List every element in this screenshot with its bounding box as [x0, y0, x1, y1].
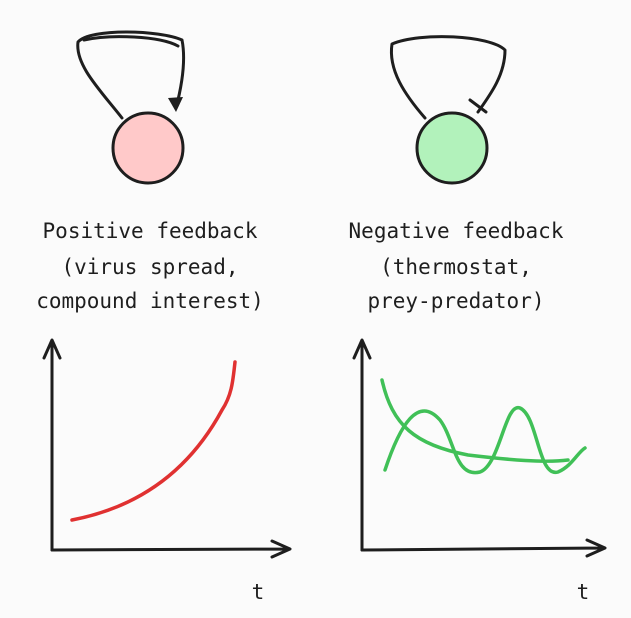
title: Negative feedback	[349, 219, 564, 243]
x-axis	[50, 539, 292, 559]
inhibit-bar	[468, 98, 488, 114]
caption: (thermostat,	[380, 255, 532, 279]
y-axis	[42, 338, 62, 552]
arrow-head	[168, 97, 183, 112]
caption: compound interest)	[36, 289, 264, 313]
loop-stroke	[82, 35, 180, 48]
loop-arrow	[389, 35, 507, 120]
node	[111, 111, 185, 185]
node	[415, 111, 489, 185]
caption: (virus spread,	[61, 255, 238, 279]
y-axis	[352, 338, 372, 552]
loop-arrow	[76, 30, 186, 120]
x-axis	[360, 538, 607, 558]
caption: prey-predator)	[367, 289, 544, 313]
title: Positive feedback	[43, 219, 258, 243]
growth-curve	[70, 360, 237, 522]
axis-label: t	[252, 580, 265, 604]
oscillation-curve	[383, 406, 587, 475]
axis-label: t	[577, 580, 590, 604]
